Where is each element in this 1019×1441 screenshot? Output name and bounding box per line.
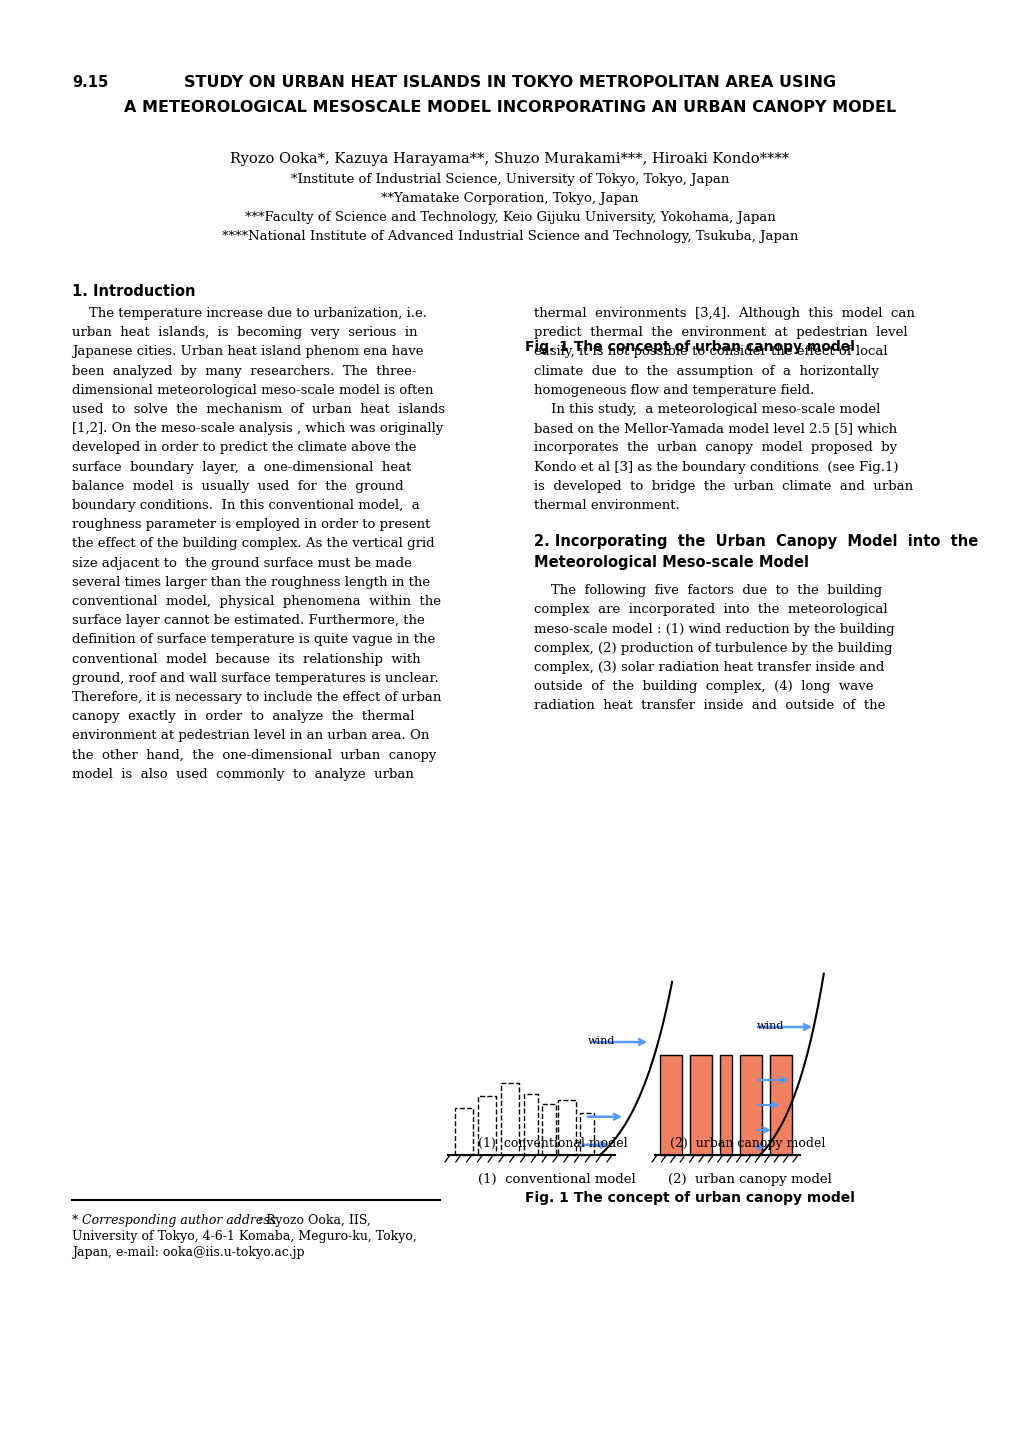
Text: Meteorological Meso-scale Model: Meteorological Meso-scale Model bbox=[534, 555, 808, 571]
Text: Fig. 1 The concept of urban canopy model: Fig. 1 The concept of urban canopy model bbox=[525, 340, 854, 354]
Text: thermal  environments  [3,4].  Although  this  model  can: thermal environments [3,4]. Although thi… bbox=[534, 307, 914, 320]
Text: surface  boundary  layer,  a  one-dimensional  heat: surface boundary layer, a one-dimensiona… bbox=[72, 461, 411, 474]
Text: complex, (2) production of turbulence by the building: complex, (2) production of turbulence by… bbox=[534, 641, 892, 654]
Text: based on the Mellor-Yamada model level 2.5 [5] which: based on the Mellor-Yamada model level 2… bbox=[534, 422, 897, 435]
Text: The  following  five  factors  due  to  the  building: The following five factors due to the bu… bbox=[534, 584, 881, 597]
Text: Corresponding author address: Corresponding author address bbox=[82, 1213, 276, 1226]
Text: Therefore, it is necessary to include the effect of urban: Therefore, it is necessary to include th… bbox=[72, 692, 441, 705]
Text: Kondo et al [3] as the boundary conditions  (see Fig.1): Kondo et al [3] as the boundary conditio… bbox=[534, 461, 898, 474]
Text: easily, it is not possible to consider the effect of local: easily, it is not possible to consider t… bbox=[534, 346, 887, 359]
Text: roughness parameter is employed in order to present: roughness parameter is employed in order… bbox=[72, 519, 430, 532]
Text: dimensional meteorological meso-scale model is often: dimensional meteorological meso-scale mo… bbox=[72, 383, 433, 396]
Text: incorporates  the  urban  canopy  model  proposed  by: incorporates the urban canopy model prop… bbox=[534, 441, 897, 454]
Text: is  developed  to  bridge  the  urban  climate  and  urban: is developed to bridge the urban climate… bbox=[534, 480, 912, 493]
Text: several times larger than the roughness length in the: several times larger than the roughness … bbox=[72, 576, 430, 589]
Text: ***Faculty of Science and Technology, Keio Gijuku University, Yokohama, Japan: ***Faculty of Science and Technology, Ke… bbox=[245, 210, 774, 223]
Text: The temperature increase due to urbanization, i.e.: The temperature increase due to urbaniza… bbox=[72, 307, 427, 320]
Text: developed in order to predict the climate above the: developed in order to predict the climat… bbox=[72, 441, 416, 454]
Text: the  other  hand,  the  one-dimensional  urban  canopy: the other hand, the one-dimensional urba… bbox=[72, 749, 436, 762]
Text: balance  model  is  usually  used  for  the  ground: balance model is usually used for the gr… bbox=[72, 480, 404, 493]
Text: meso-scale model : (1) wind reduction by the building: meso-scale model : (1) wind reduction by… bbox=[534, 623, 894, 635]
Text: conventional  model  because  its  relationship  with: conventional model because its relations… bbox=[72, 653, 420, 666]
Text: model  is  also  used  commonly  to  analyze  urban: model is also used commonly to analyze u… bbox=[72, 768, 414, 781]
Text: ground, roof and wall surface temperatures is unclear.: ground, roof and wall surface temperatur… bbox=[72, 672, 438, 684]
Text: thermal environment.: thermal environment. bbox=[534, 499, 679, 512]
Text: outside  of  the  building  complex,  (4)  long  wave: outside of the building complex, (4) lon… bbox=[534, 680, 872, 693]
Text: used  to  solve  the  mechanism  of  urban  heat  islands: used to solve the mechanism of urban hea… bbox=[72, 403, 444, 416]
Text: **Yamatake Corporation, Tokyo, Japan: **Yamatake Corporation, Tokyo, Japan bbox=[381, 192, 638, 205]
Text: boundary conditions.  In this conventional model,  a: boundary conditions. In this conventiona… bbox=[72, 499, 420, 512]
Text: Fig. 1 The concept of urban canopy model: Fig. 1 The concept of urban canopy model bbox=[525, 1192, 854, 1205]
Text: University of Tokyo, 4-6-1 Komaba, Meguro-ku, Tokyo,: University of Tokyo, 4-6-1 Komaba, Megur… bbox=[72, 1231, 417, 1244]
Text: environment at pedestrian level in an urban area. On: environment at pedestrian level in an ur… bbox=[72, 729, 429, 742]
Text: A METEOROLOGICAL MESOSCALE MODEL INCORPORATING AN URBAN CANOPY MODEL: A METEOROLOGICAL MESOSCALE MODEL INCORPO… bbox=[123, 99, 896, 115]
Text: [1,2]. On the meso-scale analysis , which was originally: [1,2]. On the meso-scale analysis , whic… bbox=[72, 422, 443, 435]
Text: wind: wind bbox=[756, 1022, 784, 1030]
Text: (1)  conventional model: (1) conventional model bbox=[478, 1137, 627, 1150]
Text: definition of surface temperature is quite vague in the: definition of surface temperature is qui… bbox=[72, 634, 435, 647]
Text: In this study,  a meteorological meso-scale model: In this study, a meteorological meso-sca… bbox=[534, 403, 879, 416]
Polygon shape bbox=[769, 1055, 791, 1156]
Polygon shape bbox=[719, 1055, 732, 1156]
Text: wind: wind bbox=[587, 1036, 614, 1046]
Polygon shape bbox=[739, 1055, 761, 1156]
Text: conventional  model,  physical  phenomena  within  the: conventional model, physical phenomena w… bbox=[72, 595, 440, 608]
Text: *: * bbox=[72, 1213, 83, 1226]
Text: urban  heat  islands,  is  becoming  very  serious  in: urban heat islands, is becoming very ser… bbox=[72, 326, 417, 339]
Polygon shape bbox=[689, 1055, 711, 1156]
Text: the effect of the building complex. As the vertical grid: the effect of the building complex. As t… bbox=[72, 537, 434, 550]
Text: canopy  exactly  in  order  to  analyze  the  thermal: canopy exactly in order to analyze the t… bbox=[72, 710, 414, 723]
Text: *Institute of Industrial Science, University of Tokyo, Tokyo, Japan: *Institute of Industrial Science, Univer… bbox=[290, 173, 729, 186]
Text: (1)  conventional model: (1) conventional model bbox=[478, 1173, 635, 1186]
Text: complex, (3) solar radiation heat transfer inside and: complex, (3) solar radiation heat transf… bbox=[534, 661, 883, 674]
Text: (2)  urban canopy model: (2) urban canopy model bbox=[669, 1137, 824, 1150]
Text: homogeneous flow and temperature field.: homogeneous flow and temperature field. bbox=[534, 383, 813, 396]
Text: 2. Incorporating  the  Urban  Canopy  Model  into  the: 2. Incorporating the Urban Canopy Model … bbox=[534, 535, 977, 549]
Text: radiation  heat  transfer  inside  and  outside  of  the: radiation heat transfer inside and outsi… bbox=[534, 699, 884, 712]
Text: Ryozo Ooka*, Kazuya Harayama**, Shuzo Murakami***, Hiroaki Kondo****: Ryozo Ooka*, Kazuya Harayama**, Shuzo Mu… bbox=[230, 151, 789, 166]
Text: size adjacent to  the ground surface must be made: size adjacent to the ground surface must… bbox=[72, 556, 412, 569]
Text: complex  are  incorporated  into  the  meteorological: complex are incorporated into the meteor… bbox=[534, 604, 887, 617]
Polygon shape bbox=[659, 1055, 682, 1156]
Text: been  analyzed  by  many  researchers.  The  three-: been analyzed by many researchers. The t… bbox=[72, 365, 416, 378]
Text: (2)  urban canopy model: (2) urban canopy model bbox=[667, 1173, 832, 1186]
Text: climate  due  to  the  assumption  of  a  horizontally: climate due to the assumption of a horiz… bbox=[534, 365, 878, 378]
Text: Japan, e-mail: ooka@iis.u-tokyo.ac.jp: Japan, e-mail: ooka@iis.u-tokyo.ac.jp bbox=[72, 1246, 305, 1259]
Text: STUDY ON URBAN HEAT ISLANDS IN TOKYO METROPOLITAN AREA USING: STUDY ON URBAN HEAT ISLANDS IN TOKYO MET… bbox=[183, 75, 836, 89]
Text: ****National Institute of Advanced Industrial Science and Technology, Tsukuba, J: ****National Institute of Advanced Indus… bbox=[221, 231, 798, 244]
Text: predict  thermal  the  environment  at  pedestrian  level: predict thermal the environment at pedes… bbox=[534, 326, 907, 339]
Text: 1. Introduction: 1. Introduction bbox=[72, 284, 196, 298]
Text: : Ryozo Ooka, IIS,: : Ryozo Ooka, IIS, bbox=[258, 1213, 370, 1226]
Text: 9.15: 9.15 bbox=[72, 75, 108, 89]
Text: surface layer cannot be estimated. Furthermore, the: surface layer cannot be estimated. Furth… bbox=[72, 614, 424, 627]
Text: Japanese cities. Urban heat island phenom ena have: Japanese cities. Urban heat island pheno… bbox=[72, 346, 423, 359]
